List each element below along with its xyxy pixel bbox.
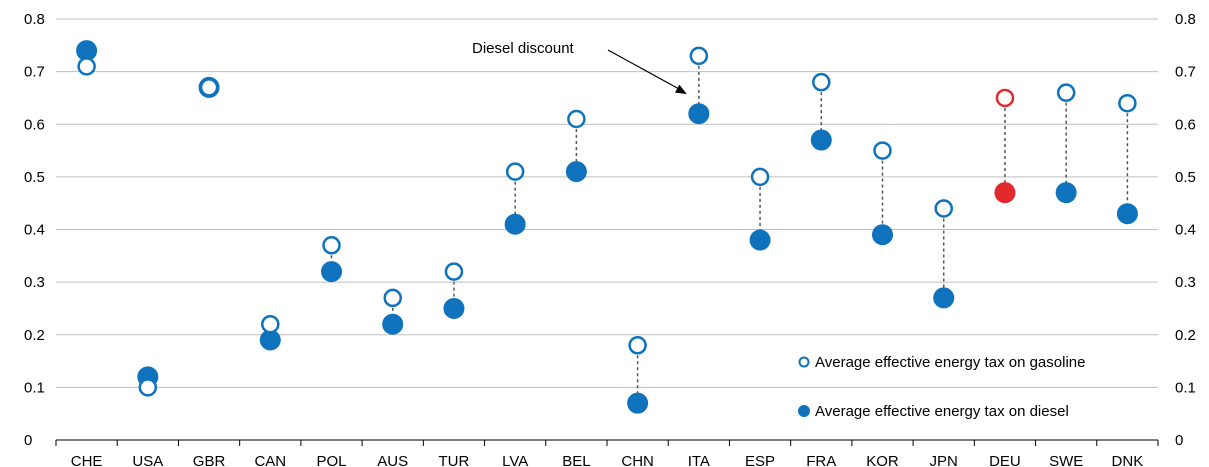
category-label: USA — [132, 453, 163, 467]
diesel-point — [504, 213, 526, 235]
y-tick-label-right: 0.7 — [1175, 64, 1196, 81]
category-label: TUR — [439, 453, 470, 467]
gasoline-point — [934, 199, 953, 218]
diesel-point — [933, 287, 955, 309]
y-tick-label-left: 0.4 — [24, 222, 45, 239]
gasoline-point — [995, 88, 1015, 108]
category-label: CAN — [254, 453, 286, 467]
category-label: LVA — [502, 453, 528, 467]
legend-item-gasoline: Average effective energy tax on gasoline — [798, 354, 1085, 371]
y-tick-label-right: 0.3 — [1175, 274, 1196, 291]
gasoline-point — [199, 78, 219, 97]
diesel-point — [382, 313, 404, 335]
annotation-arrow — [607, 49, 682, 91]
annotation-label: Diesel discount — [472, 40, 575, 57]
y-tick-label-right: 0.8 — [1175, 11, 1196, 28]
y-tick-label-left: 0.8 — [24, 11, 45, 28]
gasoline-point — [261, 314, 280, 334]
gasoline-point — [1118, 93, 1137, 113]
y-tick-label-right: 0.6 — [1175, 116, 1196, 133]
gasoline-point — [1056, 83, 1076, 102]
diesel-point — [688, 103, 710, 125]
axes: 0 0 0.1 0.1 0.2 0.2 0.3 0.3 0.4 0.4 0.5 0.5 0.6 0.6 0.… — [24, 11, 1196, 467]
category-label: BEL — [562, 453, 590, 467]
legend-item-diesel: Average effective energy tax on diesel — [798, 403, 1069, 420]
gasoline-point — [812, 72, 831, 92]
y-tick-label-left: 0.3 — [24, 274, 45, 291]
diesel-point — [749, 229, 771, 251]
y-tick-label-right: 0.2 — [1175, 327, 1196, 344]
category-label: SWE — [1049, 453, 1083, 467]
diesel-point — [1116, 203, 1138, 225]
category-label: JPN — [930, 453, 958, 467]
category-label: DNK — [1112, 453, 1144, 467]
category-label: AUS — [377, 453, 408, 467]
category-label: KOR — [866, 453, 899, 467]
legend-label-gasoline: Average effective energy tax on gasoline — [815, 354, 1085, 371]
y-tick-label-left: 0.7 — [24, 64, 45, 81]
gasoline-point — [322, 236, 341, 255]
legend-marker-diesel — [798, 405, 810, 417]
gasoline-point — [77, 57, 96, 76]
annotation: Diesel discount — [472, 40, 687, 94]
category-label: CHE — [71, 453, 103, 467]
y-tick-label-left: 0.2 — [24, 327, 45, 344]
y-tick-label-left: 0 — [24, 432, 32, 449]
legend-marker-gasoline — [798, 356, 810, 368]
diesel-point — [872, 224, 893, 246]
y-tick-label-right: 0.1 — [1175, 379, 1196, 396]
y-tick-label-left: 0.1 — [24, 379, 45, 396]
y-tick-label-right: 0 — [1175, 432, 1183, 449]
gasoline-point — [750, 167, 770, 187]
y-tick-label-left: 0.5 — [24, 169, 45, 186]
y-tick-label-right: 0.5 — [1175, 169, 1196, 186]
annotation-arrowhead — [675, 84, 687, 94]
gasoline-point — [567, 109, 586, 129]
category-label: CHN — [621, 453, 654, 467]
diesel-point — [443, 297, 465, 319]
gasoline-point — [873, 141, 892, 160]
diesel-point — [321, 261, 342, 283]
gasoline-point — [444, 262, 464, 281]
diesel-point — [627, 392, 649, 414]
category-label: ITA — [688, 453, 710, 467]
gasoline-point — [689, 46, 709, 66]
diesel-point — [994, 182, 1016, 204]
y-tick-label-left: 0.6 — [24, 116, 45, 133]
y-tick-label-right: 0.4 — [1175, 222, 1196, 239]
diesel-point — [565, 161, 587, 183]
gridlines — [56, 18, 1158, 388]
diesel-point — [810, 129, 832, 151]
data-markers — [76, 40, 1138, 414]
category-label: GBR — [193, 453, 226, 467]
category-label: DEU — [989, 453, 1021, 467]
gasoline-point — [138, 378, 158, 397]
gasoline-point — [628, 336, 647, 355]
gasoline-point — [383, 288, 402, 308]
legend: Average effective energy tax on gasoline… — [798, 354, 1085, 420]
gasoline-point — [505, 162, 525, 181]
category-label: ESP — [745, 453, 775, 467]
legend-label-diesel: Average effective energy tax on diesel — [815, 403, 1069, 420]
diesel-point — [1055, 182, 1077, 204]
category-label: FRA — [806, 453, 836, 467]
category-label: POL — [316, 453, 346, 467]
diesel-discount-connectors — [330, 65, 1129, 394]
